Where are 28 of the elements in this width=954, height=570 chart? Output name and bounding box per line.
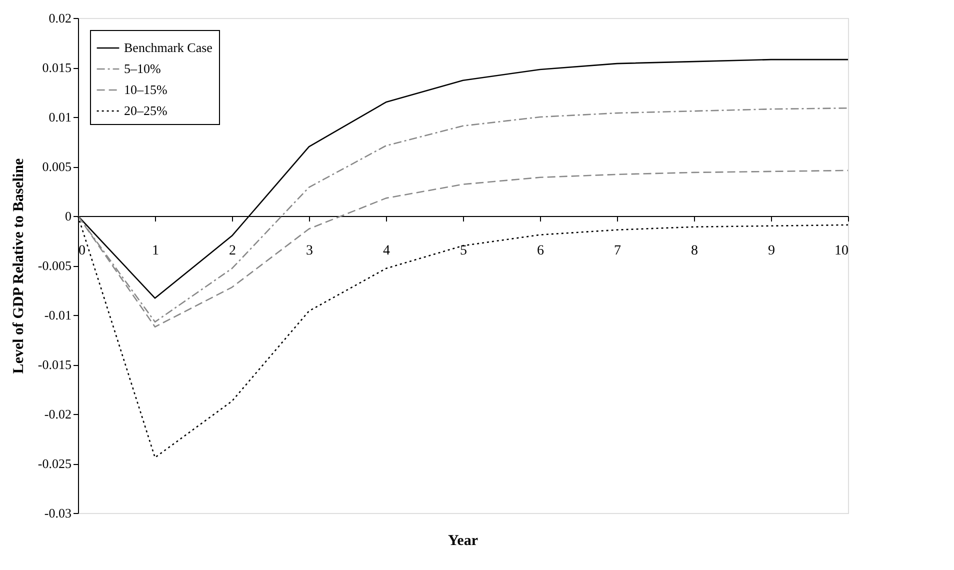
y-tick-label: -0.01 (44, 308, 72, 322)
y-axis-title: Level of GDP Relative to Baseline (10, 158, 27, 374)
legend-label: 10–15% (124, 82, 168, 97)
x-tick-label: 0 (78, 244, 86, 258)
y-tick-label: 0.005 (42, 159, 72, 174)
x-axis-title: Year (448, 533, 478, 549)
x-tick-label: 8 (691, 244, 698, 258)
y-tick-label: 0 (65, 208, 72, 224)
y-tick-label: -0.025 (38, 456, 72, 471)
legend-label: 5–10% (124, 61, 161, 76)
y-tick-label: -0.02 (44, 406, 72, 422)
x-tick-label: 9 (768, 244, 775, 258)
y-tick-label: 0.015 (42, 60, 72, 75)
y-tick-label: -0.005 (38, 258, 72, 273)
x-tick-label: 3 (306, 244, 313, 258)
legend-label: 20–25% (124, 103, 168, 118)
x-tick-label: 4 (383, 244, 390, 258)
x-tick-label: 10 (834, 244, 848, 258)
legend-label: Benchmark Case (124, 40, 213, 55)
y-tick-label: -0.03 (44, 506, 72, 520)
x-tick-label: 5 (460, 244, 467, 258)
x-tick-label: 2 (229, 244, 236, 258)
x-tick-label: 1 (152, 244, 159, 258)
x-tick-label: 6 (537, 244, 544, 258)
y-tick-label: 0.01 (48, 110, 72, 124)
x-tick-label: 7 (614, 244, 621, 258)
y-tick-label: 0.02 (48, 10, 72, 26)
y-tick-label: -0.015 (38, 357, 72, 372)
